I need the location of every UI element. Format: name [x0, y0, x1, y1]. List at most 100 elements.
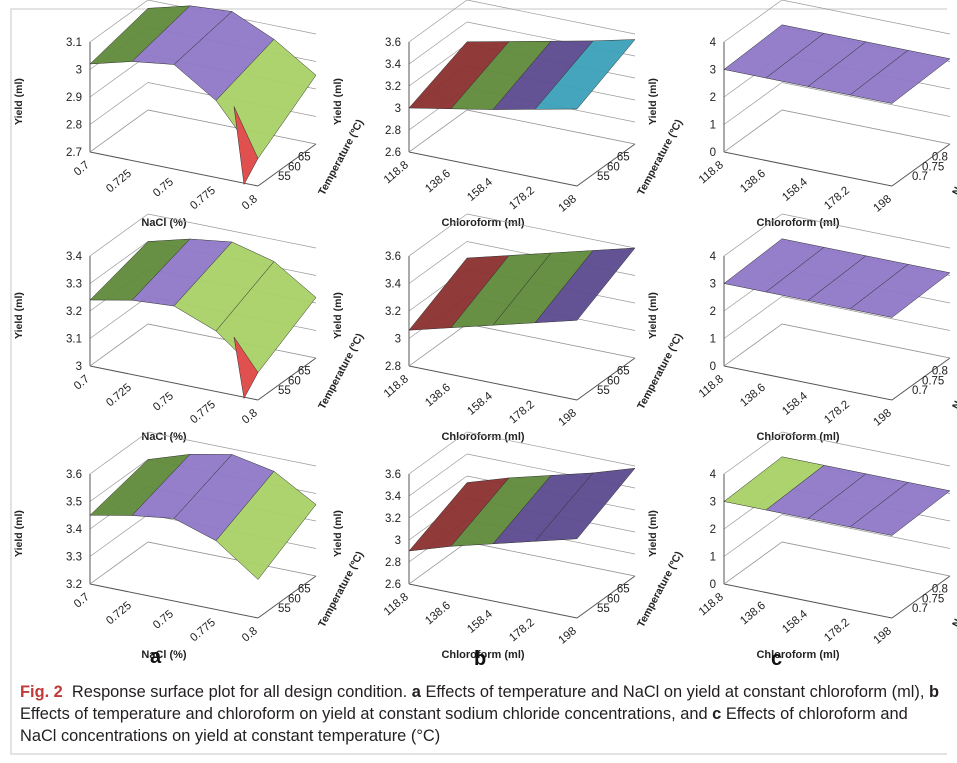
surface-plot-c3: 0 1 2 3 4 118.8 138.6 158.4 178.2 198 0.70.750.8 Yi…: [647, 431, 957, 661]
surface-plot-b3: 2.6 2.8 3 3.2 3.4 3.6 118.8 138.6 158.4 178.2 198 5…: [332, 431, 685, 661]
surface-band: [534, 247, 636, 324]
frame-left-border: [10, 8, 12, 753]
depth-tick-label: 0.75: [922, 161, 944, 173]
y-tick-label: 4: [710, 469, 717, 481]
x-axis-line: [89, 583, 259, 619]
depth-tick-label: 0.75: [922, 375, 944, 387]
y-tick-label: 1: [710, 120, 716, 132]
y-axis-title: Yield (ml): [647, 510, 659, 557]
x-tick-label: 198: [872, 407, 894, 429]
x-tick-label: 158.4: [465, 390, 495, 418]
depth-tick-label: 65: [617, 365, 630, 377]
y-tick-label: 2: [710, 524, 716, 536]
side-grid-line: [408, 475, 468, 519]
x-axis-title: Chloroform (ml): [756, 431, 839, 443]
back-grid-line: [781, 213, 951, 249]
y-tick-label: 2.8: [385, 557, 401, 569]
x-tick-label: 0.8: [240, 193, 260, 212]
x-tick-label: 138.6: [423, 382, 453, 410]
side-grid-line: [89, 459, 149, 502]
x-tick-label: 158.4: [780, 390, 810, 418]
y-tick-label: 3.1: [66, 37, 82, 49]
surface-band: [849, 482, 951, 536]
depth-tick-label: 65: [617, 151, 630, 163]
y-tick-label: 2.8: [385, 361, 401, 373]
y-tick-label: 3.6: [385, 469, 401, 481]
surface-band: [534, 467, 636, 542]
y-tick-label: 3.6: [385, 251, 401, 263]
depth-tick-label: 60: [288, 375, 301, 387]
x-tick-label: 0.725: [104, 168, 134, 196]
x-tick-label: 0.7: [72, 159, 92, 178]
caption-part-c-text: Effects of chloroform and NaCl concentra…: [20, 705, 908, 745]
surface-accent-face: [233, 106, 259, 186]
y-tick-label: 3.2: [66, 306, 82, 318]
depth-tick-label: 55: [278, 385, 291, 397]
back-grid-line: [781, 82, 951, 117]
depth-axis-line: [257, 575, 317, 619]
caption-part-b-text: Effects of temperature and chloroform on…: [20, 705, 708, 723]
column-label-b: b: [474, 648, 487, 670]
depth-tick-label: 65: [298, 583, 311, 595]
x-tick-label: 0.75: [151, 390, 176, 414]
y-tick-label: 3.4: [385, 279, 402, 291]
y-tick-label: 3: [710, 65, 716, 77]
x-tick-label: 178.2: [507, 617, 537, 645]
y-tick-label: 2: [710, 306, 716, 318]
x-axis-line: [723, 151, 893, 187]
depth-tick-label: 65: [298, 365, 311, 377]
depth-tick-label: 0.7: [912, 603, 928, 615]
x-tick-label: 158.4: [465, 176, 495, 204]
depth-tick-label: 60: [288, 593, 301, 605]
depth-tick-label: 0.8: [932, 583, 948, 595]
back-grid-line: [781, 0, 951, 35]
depth-axis-title: Temperature (ºC): [316, 549, 366, 629]
caption-intro: Response surface plot for all design con…: [71, 683, 408, 701]
surface-plots-grid: 2.72.82.933.10.7 0.725 0.75 0.775 0.8556065Y…: [13, 0, 957, 661]
x-axis-line: [408, 583, 578, 619]
depth-tick-label: 55: [278, 603, 291, 615]
depth-axis-line: [576, 143, 636, 187]
side-grid-line: [89, 431, 149, 475]
side-grid-line: [723, 431, 783, 475]
y-tick-label: 2.7: [66, 147, 82, 159]
x-axis-line: [723, 365, 893, 401]
y-tick-label: 3.2: [385, 81, 401, 93]
depth-tick-label: 0.8: [932, 151, 948, 163]
x-tick-label: 0.775: [188, 399, 218, 427]
y-tick-label: 3: [710, 497, 716, 509]
side-grid-line: [408, 213, 468, 257]
x-axis-title: Chloroform (ml): [756, 217, 839, 229]
x-tick-label: 0.725: [104, 382, 134, 410]
depth-axis-title: Temperature (ºC): [316, 117, 366, 197]
floor-grid-line: [147, 109, 317, 145]
y-tick-label: 2.8: [66, 120, 82, 132]
depth-axis-title: NaCl (%): [950, 586, 957, 630]
y-axis-title: Yield (ml): [647, 292, 659, 339]
floor-grid-line: [781, 109, 951, 145]
y-tick-label: 3.4: [385, 59, 402, 71]
y-axis-title: Yield (ml): [13, 510, 25, 557]
x-axis-title: NaCl (%): [141, 217, 187, 229]
x-tick-label: 138.6: [738, 168, 768, 196]
back-grid-line: [781, 296, 951, 331]
x-axis-title: NaCl (%): [141, 431, 187, 443]
y-tick-label: 2.8: [385, 125, 401, 137]
floor-grid-line: [89, 323, 149, 367]
y-tick-label: 2: [710, 92, 716, 104]
floor-grid-line: [89, 109, 149, 153]
x-tick-label: 198: [557, 625, 579, 647]
y-tick-label: 2.9: [66, 92, 82, 104]
x-tick-label: 0.7: [72, 591, 92, 610]
y-tick-label: 3.1: [66, 334, 82, 346]
y-axis-title: Yield (ml): [647, 78, 659, 125]
column-label-a: a: [150, 646, 162, 668]
floor-grid-line: [89, 541, 149, 585]
side-grid-line: [89, 514, 149, 557]
surface-band: [534, 39, 636, 110]
depth-axis-title: Temperature (ºC): [635, 331, 685, 411]
y-tick-label: 2.6: [385, 147, 401, 159]
y-tick-label: 3: [710, 279, 716, 291]
